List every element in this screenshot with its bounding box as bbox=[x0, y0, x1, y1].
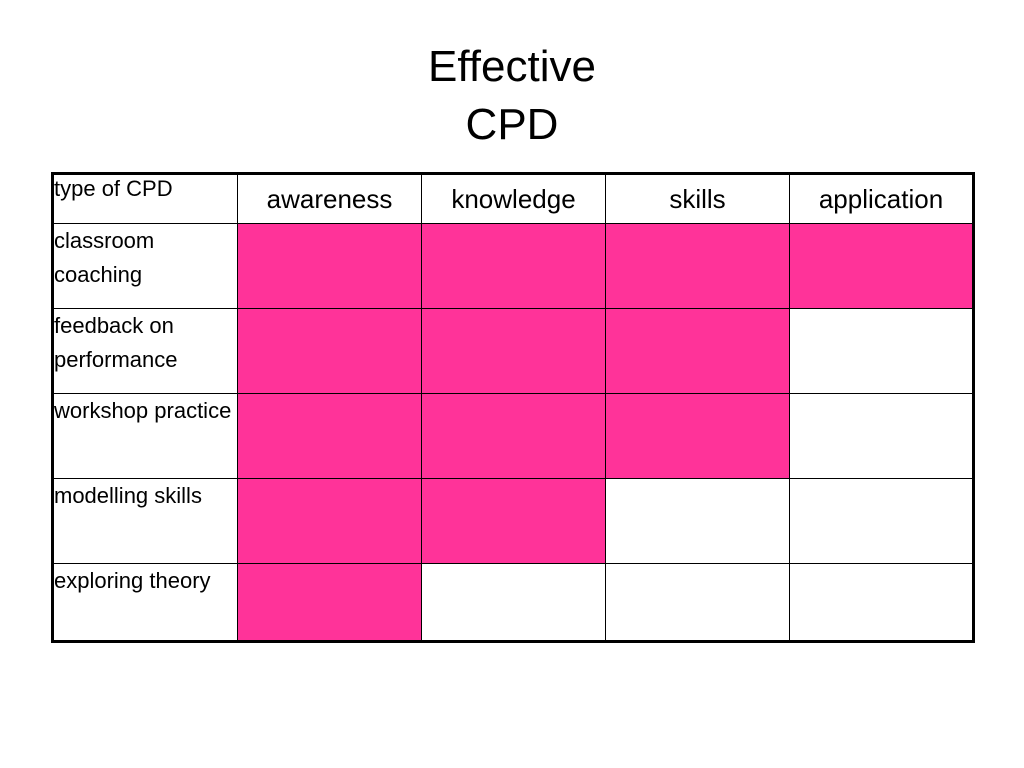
column-header-knowledge: knowledge bbox=[421, 173, 606, 224]
table-row: classroom coaching bbox=[52, 223, 974, 309]
column-header-application: application bbox=[789, 173, 974, 224]
row-label-feedback-on-performance: feedback on performance bbox=[52, 308, 238, 394]
row-label-modelling-skills: modelling skills bbox=[52, 478, 238, 564]
table-cell-highlighted bbox=[237, 393, 422, 479]
table-cell-highlighted bbox=[421, 393, 606, 479]
cpd-table: type of CPD awareness knowledge skills a… bbox=[51, 172, 975, 643]
table-cell-highlighted bbox=[605, 393, 790, 479]
row-label-classroom-coaching: classroom coaching bbox=[52, 223, 238, 309]
table-cell bbox=[605, 478, 790, 564]
table-cell bbox=[605, 563, 790, 642]
table-cell-highlighted bbox=[237, 563, 422, 642]
table-cell-highlighted bbox=[421, 478, 606, 564]
table-row: modelling skills bbox=[52, 478, 974, 564]
table-cell bbox=[421, 563, 606, 642]
column-header-awareness: awareness bbox=[237, 173, 422, 224]
table-cell-highlighted bbox=[605, 308, 790, 394]
slide-title: Effective CPD bbox=[0, 38, 1024, 154]
table-cell bbox=[789, 393, 974, 479]
table-cell-highlighted bbox=[789, 223, 974, 309]
table-row: workshop practice bbox=[52, 393, 974, 479]
table-cell bbox=[789, 478, 974, 564]
table-cell-highlighted bbox=[421, 223, 606, 309]
table-cell-highlighted bbox=[237, 223, 422, 309]
table-row: feedback on performance bbox=[52, 308, 974, 394]
row-label-workshop-practice: workshop practice bbox=[52, 393, 238, 479]
table-cell bbox=[789, 308, 974, 394]
slide-title-line-2: CPD bbox=[465, 100, 559, 149]
table-cell bbox=[789, 563, 974, 642]
row-label-exploring-theory: exploring theory bbox=[52, 563, 238, 642]
table-cell-highlighted bbox=[237, 478, 422, 564]
table-cell-highlighted bbox=[421, 308, 606, 394]
table-cell-highlighted bbox=[237, 308, 422, 394]
table-header-row: type of CPD awareness knowledge skills a… bbox=[52, 173, 974, 224]
slide-title-line-1: Effective bbox=[428, 42, 596, 91]
corner-header-type-of-cpd: type of CPD bbox=[52, 173, 238, 224]
column-header-skills: skills bbox=[605, 173, 790, 224]
table-row: exploring theory bbox=[52, 563, 974, 642]
table-cell-highlighted bbox=[605, 223, 790, 309]
